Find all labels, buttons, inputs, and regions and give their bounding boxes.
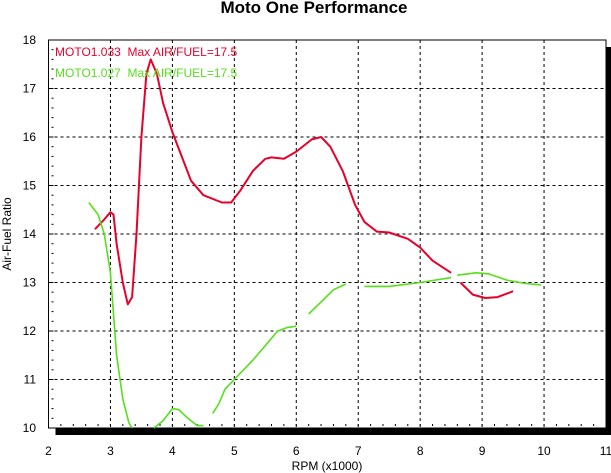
x-tick-label: 6	[293, 444, 300, 458]
chart-title: Moto One Performance	[220, 0, 407, 17]
x-tick-label: 4	[169, 444, 176, 458]
x-tick-label: 10	[537, 444, 551, 458]
x-axis-label: RPM (x1000)	[292, 459, 363, 473]
x-tick-label: 8	[417, 444, 424, 458]
grid	[48, 39, 607, 429]
x-tick-label: 5	[231, 444, 238, 458]
y-tick-label: 17	[23, 82, 37, 96]
legend-entry-1: MOTO1.033 Max AIR/FUEL=17.5	[55, 45, 238, 59]
plot-shadow	[55, 47, 611, 435]
y-tick-label: 11	[24, 373, 37, 387]
y-tick-label: 18	[23, 33, 37, 47]
x-tick-label: 9	[479, 444, 486, 458]
x-tick-label: 7	[355, 444, 362, 458]
y-tick-label: 10	[23, 421, 37, 435]
x-axis-ticks: 2 3 4 5 6 7 8 9 10 11	[45, 444, 611, 458]
legend-entry-2: MOTO1.027 Max AIR/FUEL=17.5	[55, 66, 238, 80]
x-tick-label: 2	[45, 444, 52, 458]
series-line-2	[88, 202, 542, 429]
y-tick-label: 15	[23, 179, 37, 193]
y-tick-label: 13	[23, 276, 37, 290]
series-line-1	[94, 58, 514, 306]
y-tick-label: 12	[23, 324, 37, 338]
y-tick-label: 14	[23, 227, 37, 241]
shadow-right	[606, 47, 611, 435]
y-axis-label: Air-Fuel Ratio	[0, 197, 14, 271]
x-tick-label: 11	[600, 444, 611, 458]
y-axis-ticks: 10 11 12 13 14 15 16 17 18	[23, 33, 37, 435]
y-tick-label: 16	[23, 130, 37, 144]
shadow-bottom	[55, 428, 611, 435]
series-lines	[88, 58, 542, 429]
x-tick-label: 3	[107, 444, 114, 458]
